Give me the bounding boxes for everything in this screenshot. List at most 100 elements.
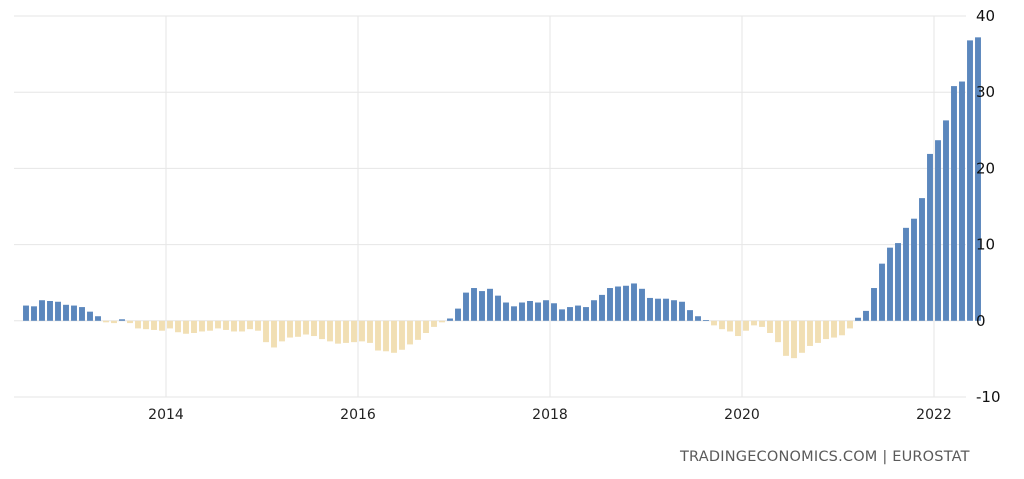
bar[interactable]	[423, 320, 429, 333]
bar[interactable]	[831, 320, 837, 338]
bar[interactable]	[231, 320, 237, 332]
bar[interactable]	[223, 320, 229, 330]
bar[interactable]	[559, 309, 565, 321]
bar[interactable]	[319, 320, 325, 340]
bar[interactable]	[871, 288, 877, 321]
bar[interactable]	[367, 320, 373, 343]
bar[interactable]	[311, 320, 317, 337]
bar[interactable]	[575, 305, 581, 321]
bar[interactable]	[87, 311, 93, 321]
bar[interactable]	[903, 227, 909, 321]
bar[interactable]	[919, 198, 925, 321]
bar[interactable]	[431, 320, 437, 327]
bar[interactable]	[47, 300, 53, 321]
bar[interactable]	[767, 320, 773, 333]
bar[interactable]	[279, 320, 285, 342]
bar[interactable]	[135, 320, 141, 329]
bar[interactable]	[647, 297, 653, 321]
bar[interactable]	[327, 320, 333, 342]
bar[interactable]	[551, 303, 557, 321]
bar[interactable]	[679, 301, 685, 321]
bar[interactable]	[159, 320, 165, 331]
bar[interactable]	[359, 320, 365, 342]
bar[interactable]	[503, 302, 509, 321]
bar[interactable]	[655, 298, 661, 321]
bar[interactable]	[215, 320, 221, 329]
bar[interactable]	[535, 302, 541, 321]
bar[interactable]	[847, 320, 853, 329]
bar[interactable]	[799, 320, 805, 353]
bar[interactable]	[143, 320, 149, 330]
bar[interactable]	[111, 320, 117, 324]
bar[interactable]	[895, 243, 901, 321]
bar[interactable]	[527, 300, 533, 321]
bar[interactable]	[855, 317, 861, 321]
bar[interactable]	[703, 320, 709, 321]
bar[interactable]	[55, 301, 61, 321]
bar[interactable]	[71, 305, 77, 321]
bar[interactable]	[247, 320, 253, 330]
bar[interactable]	[383, 320, 389, 352]
bar[interactable]	[375, 320, 381, 351]
bar[interactable]	[671, 300, 677, 321]
bar[interactable]	[103, 320, 109, 323]
bar[interactable]	[751, 320, 757, 326]
bar[interactable]	[119, 319, 125, 321]
bar[interactable]	[183, 320, 189, 334]
bar[interactable]	[295, 320, 301, 337]
bar[interactable]	[263, 320, 269, 343]
bar[interactable]	[487, 288, 493, 321]
bar[interactable]	[951, 86, 957, 321]
bar[interactable]	[471, 288, 477, 321]
bar[interactable]	[39, 300, 45, 321]
bar[interactable]	[287, 320, 293, 338]
bar[interactable]	[207, 320, 213, 331]
bar[interactable]	[663, 298, 669, 321]
bar[interactable]	[543, 300, 549, 321]
bar[interactable]	[31, 306, 37, 321]
bar[interactable]	[79, 307, 85, 321]
bar[interactable]	[23, 305, 29, 321]
bar[interactable]	[727, 320, 733, 332]
bar[interactable]	[351, 320, 357, 343]
source-attribution[interactable]: TRADINGECONOMICS.COM | EUROSTAT	[680, 449, 970, 465]
bar[interactable]	[975, 37, 981, 321]
bar[interactable]	[743, 320, 749, 331]
bar[interactable]	[839, 320, 845, 336]
bar[interactable]	[519, 302, 525, 321]
bar[interactable]	[567, 307, 573, 321]
bar[interactable]	[719, 320, 725, 330]
bar[interactable]	[303, 320, 309, 335]
bar[interactable]	[607, 288, 613, 321]
bar[interactable]	[583, 307, 589, 321]
bar[interactable]	[63, 304, 69, 321]
bar[interactable]	[151, 320, 157, 330]
bar[interactable]	[863, 310, 869, 321]
bar[interactable]	[599, 294, 605, 321]
bar[interactable]	[199, 320, 205, 332]
bar[interactable]	[887, 247, 893, 321]
bar[interactable]	[255, 320, 261, 331]
bar[interactable]	[175, 320, 181, 333]
bar[interactable]	[615, 286, 621, 321]
bar[interactable]	[447, 318, 453, 321]
bar[interactable]	[343, 320, 349, 343]
bar[interactable]	[239, 320, 245, 332]
bar[interactable]	[415, 320, 421, 340]
bar[interactable]	[775, 320, 781, 343]
bar[interactable]	[695, 316, 701, 321]
bar[interactable]	[639, 288, 645, 321]
bar[interactable]	[935, 140, 941, 321]
bar[interactable]	[127, 320, 133, 324]
bar[interactable]	[623, 285, 629, 321]
bar[interactable]	[911, 218, 917, 321]
bar[interactable]	[95, 316, 101, 321]
bar[interactable]	[711, 320, 717, 326]
bar[interactable]	[335, 320, 341, 344]
bar[interactable]	[735, 320, 741, 337]
bar[interactable]	[407, 320, 413, 345]
bar[interactable]	[191, 320, 197, 333]
bar[interactable]	[167, 320, 173, 329]
bar[interactable]	[399, 320, 405, 350]
bar[interactable]	[687, 310, 693, 321]
